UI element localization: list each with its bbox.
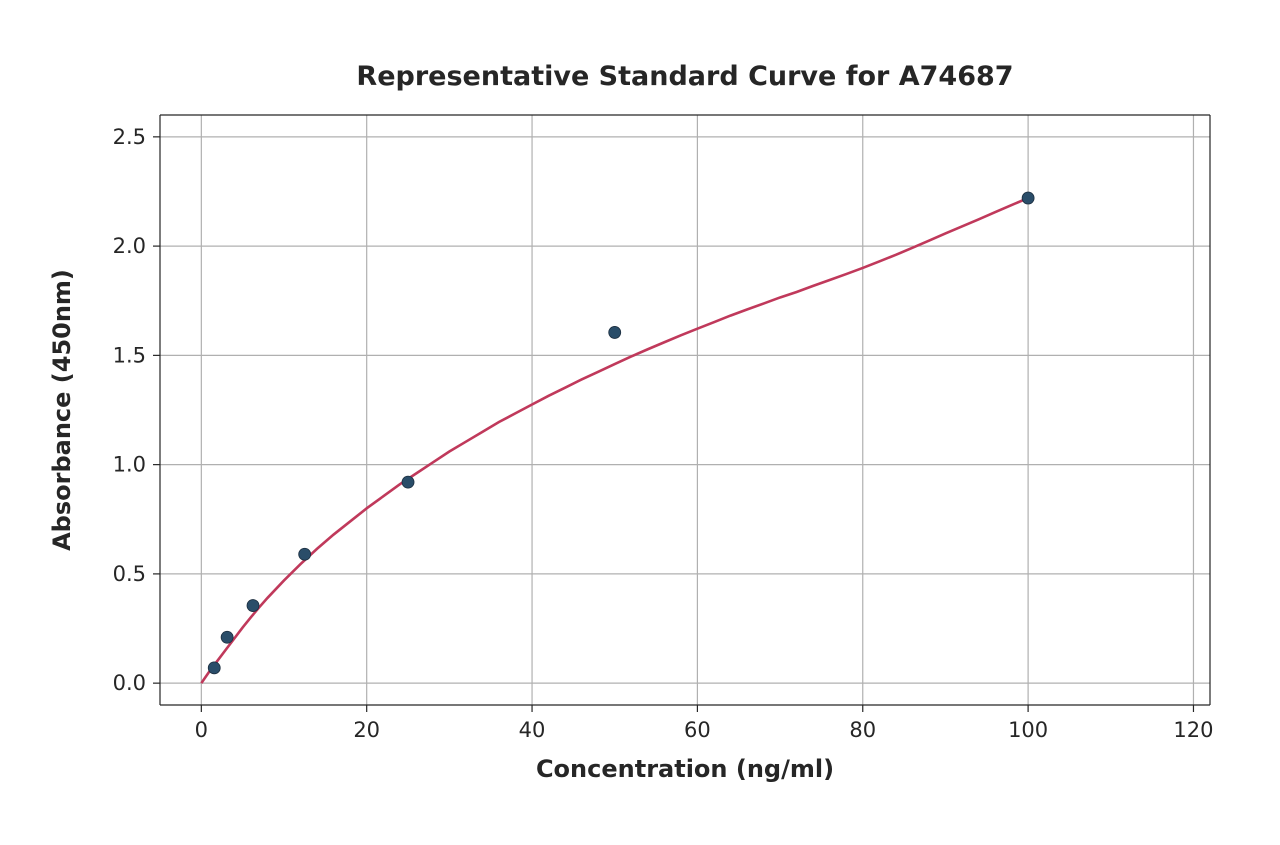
chart-title: Representative Standard Curve for A74687 bbox=[356, 61, 1013, 92]
data-point bbox=[299, 548, 311, 560]
data-point bbox=[221, 631, 233, 643]
y-tick-label: 1.5 bbox=[113, 343, 146, 367]
data-point bbox=[402, 476, 414, 488]
data-point bbox=[208, 662, 220, 674]
x-tick-label: 40 bbox=[519, 718, 546, 742]
y-axis-label: Absorbance (450nm) bbox=[48, 269, 76, 551]
x-tick-label: 80 bbox=[849, 718, 876, 742]
x-tick-label: 0 bbox=[195, 718, 208, 742]
chart-container: 0 20 40 60 80 100 120 0.0 0.5 1.0 1.5 2.0 2.5 Conce… bbox=[0, 0, 1280, 845]
y-tick-label: 0.5 bbox=[113, 562, 146, 586]
data-point bbox=[1022, 192, 1034, 204]
y-tick-label: 2.0 bbox=[113, 234, 146, 258]
x-tick-label: 60 bbox=[684, 718, 711, 742]
x-tick-label: 120 bbox=[1173, 718, 1213, 742]
chart-background bbox=[0, 0, 1280, 845]
y-tick-label: 1.0 bbox=[113, 453, 146, 477]
y-tick-label: 2.5 bbox=[113, 125, 146, 149]
chart-svg: 0 20 40 60 80 100 120 0.0 0.5 1.0 1.5 2.0 2.5 Conce… bbox=[0, 0, 1280, 845]
data-point bbox=[609, 326, 621, 338]
data-point bbox=[247, 600, 259, 612]
x-tick-label: 100 bbox=[1008, 718, 1048, 742]
x-axis-label: Concentration (ng/ml) bbox=[536, 755, 834, 783]
y-tick-label: 0.0 bbox=[113, 671, 146, 695]
x-tick-label: 20 bbox=[353, 718, 380, 742]
